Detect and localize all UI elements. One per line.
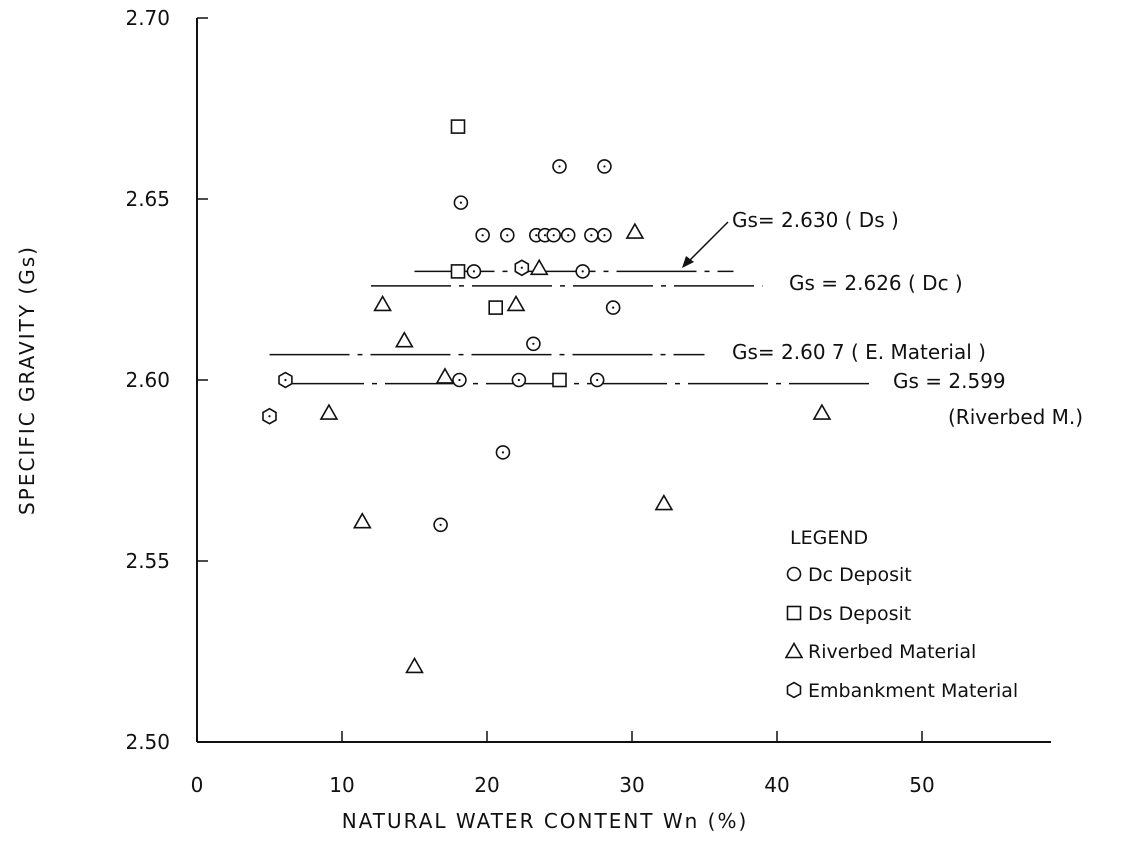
data-point-riverbed-material	[625, 222, 645, 239]
data-point-center-dot	[472, 270, 476, 273]
data-point-center-dot	[612, 306, 615, 309]
reference-line-label: Gs= 2.60 7 ( E. Material )	[732, 340, 986, 364]
data-point-center-dot	[590, 234, 593, 237]
data-point-center-dot	[458, 378, 461, 382]
reference-line-sublabel: (Riverbed M.)	[948, 405, 1083, 429]
legend-marker-triangle	[784, 641, 804, 659]
legend-marker-square	[786, 605, 802, 621]
data-point-riverbed-material	[654, 493, 674, 511]
data-point-center-dot	[596, 378, 599, 382]
data-point-ds-deposit	[552, 372, 567, 388]
data-point-center-dot	[552, 234, 555, 237]
reference-line-label: Gs = 2.599	[893, 369, 1006, 393]
x-tick-label: 30	[619, 773, 644, 797]
annotation-leader-line	[687, 221, 729, 263]
x-tick-label: 10	[329, 773, 354, 797]
x-tick-label: 0	[191, 773, 204, 797]
data-point-riverbed-material	[373, 294, 392, 312]
data-point-riverbed-material	[506, 294, 526, 312]
data-point-riverbed-material	[352, 512, 372, 529]
data-point-riverbed-material	[405, 656, 424, 674]
x-tick-label: 20	[474, 773, 499, 797]
x-tick-label: 50	[909, 773, 934, 797]
data-point-center-dot	[532, 342, 535, 345]
legend-marker-hexagon	[786, 681, 802, 699]
data-point-riverbed-material	[319, 403, 339, 420]
y-tick-label: 2.50	[125, 730, 170, 754]
data-point-riverbed-material	[812, 403, 832, 420]
data-point-ds-deposit	[450, 119, 466, 134]
legend-label: Embankment Material	[808, 680, 1018, 702]
y-tick-label: 2.65	[125, 187, 170, 211]
data-point-center-dot	[603, 165, 606, 168]
data-point-center-dot	[506, 234, 509, 237]
data-point-center-dot	[284, 378, 287, 382]
legend-label: Riverbed Material	[808, 641, 976, 663]
data-point-center-dot	[567, 234, 570, 237]
reference-line-label: Gs= 2.630 ( Ds )	[732, 208, 899, 232]
legend: LEGEND Dc Deposit Ds Deposit Riverbed Mate…	[784, 527, 1018, 702]
annotation-arrowhead	[682, 256, 694, 268]
data-point-center-dot	[501, 451, 505, 454]
reference-line-label: Gs = 2.626 ( Dc )	[789, 271, 963, 295]
legend-label: Ds Deposit	[808, 603, 911, 625]
data-point-center-dot	[543, 234, 547, 237]
data-point-center-dot	[439, 523, 442, 526]
y-tick-label: 2.60	[125, 368, 170, 392]
data-point-center-dot	[603, 234, 606, 237]
data-point-center-dot	[520, 266, 523, 269]
legend-title: LEGEND	[790, 527, 868, 549]
reference-lines: Gs= 2.630 ( Ds ) Gs = 2.626 ( Dc ) Gs= 2.6…	[269, 208, 1083, 429]
data-point-center-dot	[581, 270, 584, 273]
data-point-ds-deposit	[450, 264, 466, 279]
legend-label: Dc Deposit	[808, 564, 912, 586]
data-point-riverbed-material	[529, 258, 549, 276]
ticks: 0 10 20 30 40 50 2.50 2.55 2.60 2.65 2.70	[125, 6, 934, 797]
data-point-center-dot	[481, 234, 484, 237]
x-axis-title: NATURAL WATER CONTENT Wn (%)	[342, 809, 749, 833]
data-point-riverbed-material	[394, 331, 414, 348]
data-point-center-dot	[459, 201, 462, 204]
data-points	[262, 119, 832, 674]
x-tick-label: 40	[764, 773, 789, 797]
y-tick-label: 2.70	[125, 6, 170, 30]
legend-marker-circle	[786, 566, 802, 582]
y-tick-label: 2.55	[125, 549, 170, 573]
data-point-center-dot	[558, 165, 561, 168]
data-point-ds-deposit	[488, 300, 504, 315]
y-axis-title: SPECIFIC GRAVITY (Gs)	[15, 245, 39, 515]
data-point-center-dot	[517, 378, 521, 382]
data-point-center-dot	[535, 234, 538, 237]
data-point-riverbed-material	[435, 367, 455, 384]
data-point-center-dot	[268, 415, 271, 418]
